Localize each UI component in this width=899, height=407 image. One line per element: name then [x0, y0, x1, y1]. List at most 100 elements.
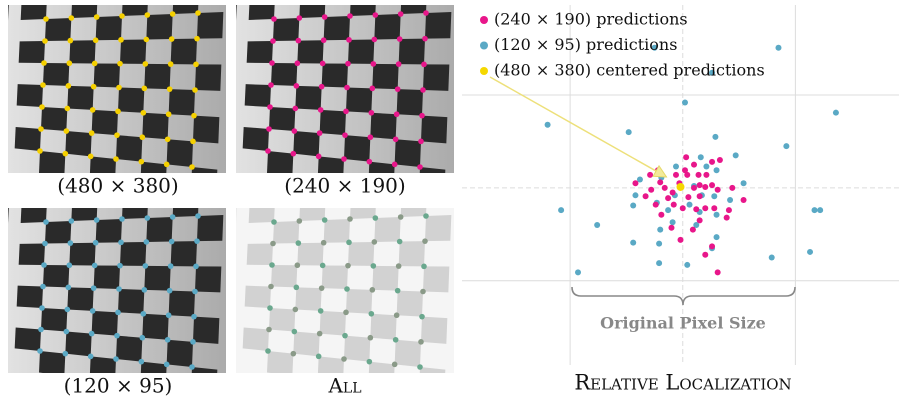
corner-dot [189, 164, 195, 170]
corner-dot [318, 308, 324, 314]
corner-dot [165, 136, 171, 142]
scatter-point [717, 157, 723, 163]
board-square [370, 314, 396, 340]
corner-dot [372, 37, 378, 43]
corner-dot [144, 37, 150, 43]
corner-dot [371, 263, 377, 269]
corner-dot [367, 159, 373, 165]
board-square [171, 241, 197, 266]
corner-dot [395, 288, 401, 294]
corner-dot [166, 312, 172, 318]
scatter-point [741, 180, 747, 186]
corner-dot [118, 37, 124, 43]
board-square [322, 265, 348, 289]
board-square [17, 84, 43, 107]
scatter-point [691, 162, 697, 168]
board-square [193, 317, 219, 344]
corner-dot [370, 287, 376, 293]
corner-dot [294, 285, 300, 291]
scatter-point [673, 172, 679, 178]
corner-dot [419, 113, 425, 119]
corner-dot [369, 311, 375, 317]
scatter-point [671, 202, 677, 208]
board-square [395, 340, 421, 367]
scatter-point [653, 202, 659, 208]
corner-dot [91, 285, 97, 291]
board-square [401, 0, 427, 14]
scatter-point [714, 167, 720, 173]
panel-caption: (120 × 95) [64, 374, 173, 398]
corner-dot [92, 263, 98, 269]
legend-label: (120 × 95) predictions [494, 35, 677, 54]
board-square [193, 116, 219, 144]
corner-dot [266, 126, 272, 132]
checkerboard-image [229, 175, 466, 403]
arrow-head [653, 166, 666, 177]
corner-dot [341, 356, 347, 362]
board-square [293, 131, 319, 156]
scatter-point [632, 180, 638, 186]
checkerboard-image [1, 175, 238, 403]
board-square [197, 12, 223, 39]
corner-dot [316, 154, 322, 160]
corner-dot [267, 104, 273, 110]
board-square [399, 241, 425, 266]
corner-dot [194, 36, 200, 42]
corner-dot [43, 16, 49, 22]
board-square [45, 18, 71, 41]
corner-dot [189, 364, 195, 370]
board-square [397, 291, 423, 317]
corner-dot [192, 289, 198, 295]
scatter-point [684, 262, 690, 268]
scatter-point [656, 241, 662, 247]
panel-caption: All [327, 374, 361, 398]
board-square [41, 107, 67, 131]
board-square [423, 64, 449, 91]
board-square [21, 201, 47, 224]
corner-dot [40, 284, 46, 290]
board-square [71, 0, 97, 18]
board-square [118, 88, 144, 113]
board-square [120, 39, 146, 63]
board-square [39, 351, 65, 376]
scatter-point [647, 172, 653, 178]
board-square [69, 243, 95, 266]
board-square [92, 110, 118, 135]
corner-dot [42, 241, 48, 247]
scatter-point [682, 167, 688, 173]
scatter-point [648, 187, 654, 193]
corner-dot [190, 139, 196, 145]
corner-dot [394, 312, 400, 318]
corner-dot [117, 263, 123, 269]
corner-dot [373, 12, 379, 18]
corner-dot [396, 61, 402, 67]
board-square [269, 107, 295, 131]
board-square [15, 127, 41, 151]
corner-dot [345, 263, 351, 269]
corner-dot [395, 86, 401, 92]
board-square [425, 215, 451, 241]
scatter-point [630, 240, 636, 246]
board-square [65, 332, 91, 357]
corner-dot [64, 329, 70, 335]
board-square [243, 327, 269, 351]
figure: (480 × 380) (240 × 190) (120 × 95) All (… [0, 0, 899, 403]
legend-marker [480, 16, 488, 24]
corner-dot [346, 240, 352, 246]
corner-dot [368, 134, 374, 140]
corner-dot [170, 214, 176, 220]
corner-dot [193, 62, 199, 68]
corner-dot [65, 307, 71, 313]
board-square [350, 194, 376, 219]
scatter-point [703, 164, 709, 170]
board-square [320, 110, 346, 135]
board-square [245, 286, 271, 308]
corner-dot [68, 38, 74, 44]
board-square [43, 265, 69, 287]
corner-dot [393, 136, 399, 142]
corner-dot [417, 364, 423, 370]
corner-dot [91, 84, 97, 90]
scatter-point [712, 134, 718, 140]
corner-dot [165, 337, 171, 343]
corner-dot [345, 61, 351, 67]
